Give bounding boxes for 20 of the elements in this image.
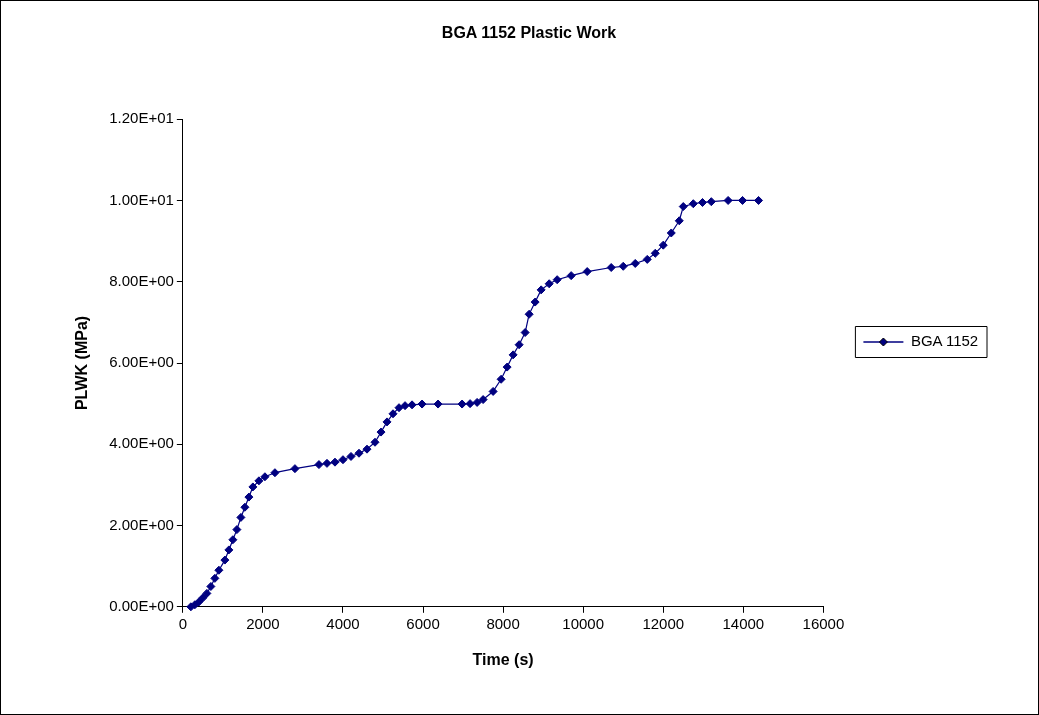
y-tick-label: 4.00E+00 bbox=[109, 434, 174, 452]
x-tick-label: 2000 bbox=[246, 614, 280, 632]
x-tick-label: 8000 bbox=[486, 614, 520, 632]
chart-title: BGA 1152 Plastic Work bbox=[441, 24, 617, 42]
x-tick-label: 0 bbox=[178, 614, 188, 632]
x-tick-label: 12000 bbox=[642, 614, 685, 632]
y-axis-title: PLWK (MPa) bbox=[73, 315, 91, 411]
y-tick-label: 2.00E+00 bbox=[109, 515, 174, 533]
y-tick-label: 8.00E+00 bbox=[109, 271, 174, 289]
y-tick-label: 1.00E+01 bbox=[109, 190, 174, 208]
y-tick-label: 0.00E+00 bbox=[109, 596, 174, 614]
x-tick-label: 4000 bbox=[326, 614, 360, 632]
y-tick-label: 1.20E+01 bbox=[109, 109, 174, 127]
x-tick-label: 6000 bbox=[406, 614, 440, 632]
x-tick-label: 14000 bbox=[722, 614, 765, 632]
y-tick-label: 6.00E+00 bbox=[109, 353, 174, 371]
legend-label: BGA 1152 bbox=[910, 332, 979, 350]
x-tick-label: 16000 bbox=[802, 614, 845, 632]
x-axis-title: Time (s) bbox=[472, 650, 534, 668]
x-tick-label: 10000 bbox=[562, 614, 605, 632]
